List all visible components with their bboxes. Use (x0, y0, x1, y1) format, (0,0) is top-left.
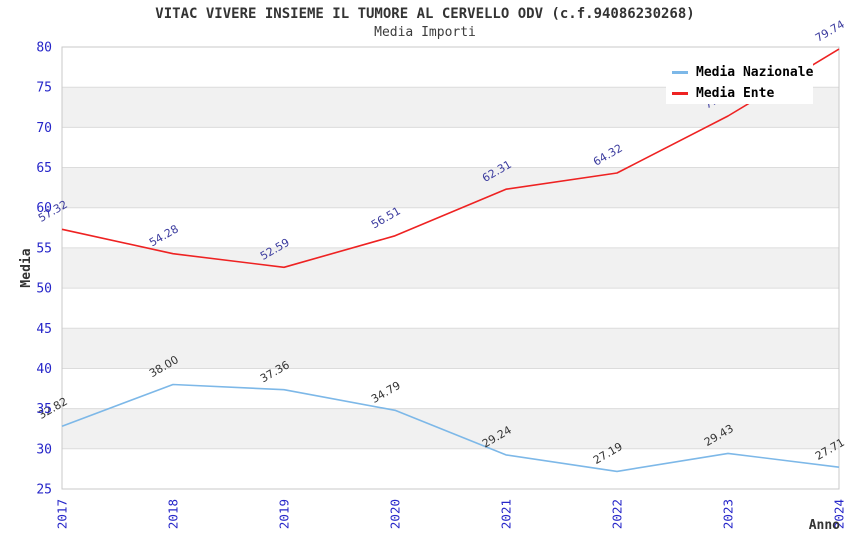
chart-subtitle: Media Importi (374, 25, 476, 40)
y-tick-label: 80 (36, 41, 52, 56)
data-point-label: 79.74 (813, 18, 847, 45)
x-tick-label: 2021 (499, 499, 514, 529)
legend: Media Nazionale Media Ente (666, 56, 813, 104)
plot-border (61, 46, 840, 490)
y-tick-label: 40 (36, 362, 52, 377)
y-axis-title: Media (19, 248, 34, 287)
legend-item-media-nazionale: Media Nazionale (672, 62, 813, 83)
y-tick-label: 35 (36, 402, 52, 417)
band (62, 167, 839, 208)
data-point-label: 64.32 (591, 142, 625, 169)
y-tick-label: 30 (36, 442, 52, 457)
legend-line-swatch-ente (672, 92, 688, 95)
data-point-label: 56.51 (369, 204, 403, 231)
legend-line-swatch-nazionale (672, 71, 688, 74)
y-tick-label: 75 (36, 81, 52, 96)
band (62, 328, 839, 369)
x-tick-label: 2022 (610, 499, 625, 529)
chart-title: VITAC VIVERE INSIEME IL TUMORE AL CERVEL… (155, 6, 695, 22)
y-tick-label: 45 (36, 322, 52, 337)
y-tick-label: 50 (36, 282, 52, 297)
y-tick-label: 60 (36, 201, 52, 216)
legend-label-ente: Media Ente (696, 86, 775, 101)
legend-item-media-ente: Media Ente (672, 83, 813, 104)
data-point-label: 34.79 (369, 379, 403, 406)
band (62, 408, 839, 449)
x-tick-label: 2024 (832, 499, 847, 529)
legend-label-nazionale: Media Nazionale (696, 65, 814, 80)
y-tick-label: 70 (36, 121, 52, 136)
series-line-ente (61, 48, 840, 269)
band (62, 247, 839, 289)
x-tick-label: 2018 (166, 499, 181, 529)
y-tick-label: 65 (36, 161, 52, 176)
series-line-nazionale (61, 383, 840, 473)
x-tick-label: 2023 (721, 499, 736, 529)
data-point-label: 54.28 (147, 222, 181, 249)
x-axis-title: Anno (809, 518, 840, 533)
y-tick-label: 55 (36, 241, 52, 256)
x-tick-label: 2019 (277, 499, 292, 529)
y-tick-label: 25 (36, 483, 52, 498)
x-tick-label: 2020 (388, 499, 403, 529)
x-tick-label: 2017 (55, 499, 70, 529)
